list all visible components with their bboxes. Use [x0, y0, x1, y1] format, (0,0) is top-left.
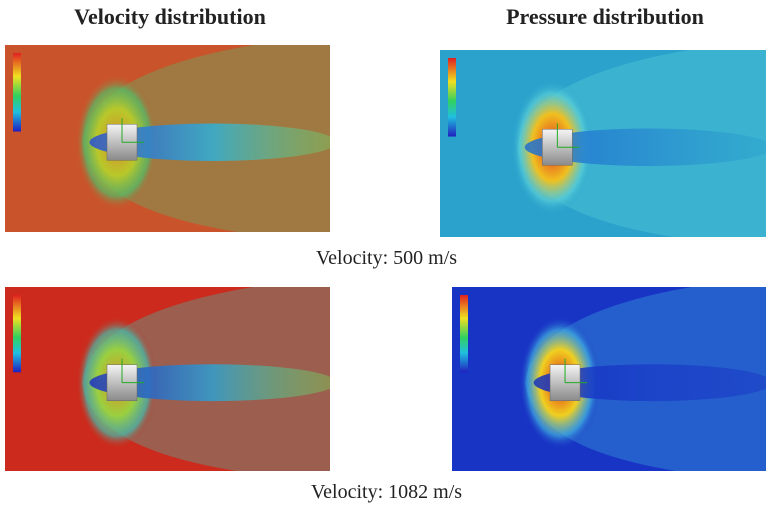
row-caption: Velocity: 500 m/s [0, 247, 773, 270]
simulation-image [5, 287, 330, 471]
column-title: Pressure distribution [440, 4, 770, 30]
column-title: Velocity distribution [5, 4, 335, 30]
simulation-image [5, 45, 330, 232]
simulation-image [440, 50, 766, 237]
row-caption: Velocity: 1082 m/s [0, 481, 773, 504]
figure: Velocity distribution Pressure distribut… [0, 0, 773, 509]
simulation-image [452, 287, 766, 471]
